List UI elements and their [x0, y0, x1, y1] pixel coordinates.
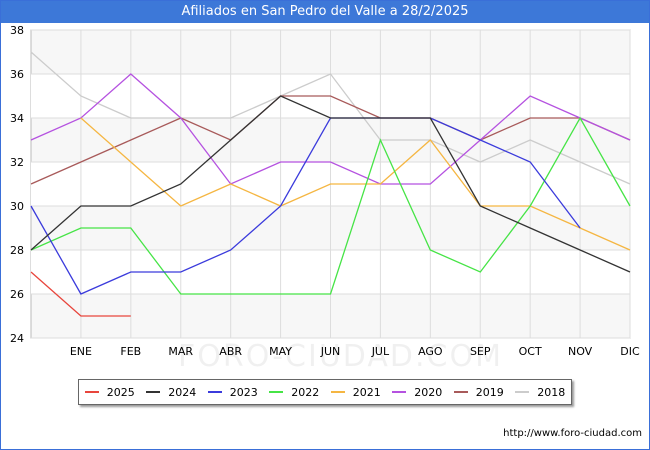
x-tick-label: ENE: [70, 345, 92, 358]
x-tick-label: MAR: [168, 345, 193, 358]
x-tick-label: NOV: [568, 345, 593, 358]
legend-label: 2021: [352, 385, 381, 399]
x-tick-label: FEB: [120, 345, 141, 358]
x-tick-label: OCT: [519, 345, 542, 358]
legend-item-2020: 2020: [392, 386, 442, 399]
legend-swatch: [207, 391, 222, 393]
chart-title: Afiliados en San Pedro del Valle a 28/2/…: [1, 1, 649, 23]
watermark: FORO-CIUDAD.COM: [178, 339, 503, 374]
y-tick-label: 30: [10, 200, 24, 213]
legend-label: 2022: [291, 385, 320, 399]
legend-swatch: [146, 391, 161, 393]
legend-item-2025: 2025: [84, 385, 135, 399]
series-lines: [30, 51, 631, 317]
series-line-2018: [30, 51, 631, 185]
x-tick-label: SEP: [470, 345, 491, 358]
x-tick-labels: ENE FEB MAR ABR MAY JUN JUL AGO SEP OCT NOV DIC: [70, 345, 640, 358]
x-tick-label: MAY: [269, 345, 292, 358]
y-tick-labels: 24 26 28 30 32 34 36 38: [10, 24, 24, 345]
series-line-2020: [30, 73, 631, 185]
legend-label: 2023: [229, 385, 258, 399]
y-tick-label: 36: [10, 68, 24, 81]
legend-label: 2024: [168, 385, 197, 399]
legend-label: 2020: [414, 385, 443, 399]
y-tick-label: 26: [10, 288, 24, 301]
y-tick-label: 34: [10, 112, 24, 125]
series-line-2022: [30, 116, 631, 295]
series-line-2019: [30, 95, 631, 185]
legend: 2025 2024 2023 2022 2021 2020 2019 2018: [78, 379, 572, 405]
legend-item-2023: 2023: [207, 385, 258, 399]
series-line-2024: [30, 95, 631, 273]
legend-item-2022: 2022: [269, 386, 319, 399]
x-tick-label: DIC: [620, 345, 640, 358]
legend-swatch: [84, 391, 99, 393]
source-url[interactable]: http://www.foro-ciudad.com: [503, 428, 642, 439]
legend-swatch: [269, 391, 284, 393]
y-tick-label: 28: [10, 244, 24, 257]
legend-swatch: [392, 391, 407, 393]
legend-item-2019: 2019: [453, 385, 504, 399]
x-tick-label: JUN: [320, 345, 341, 358]
series-line-2021: [80, 117, 631, 251]
x-tick-label: ABR: [219, 345, 242, 358]
series-line-2025: [30, 271, 131, 317]
legend-item-2024: 2024: [146, 386, 196, 399]
x-tick-label: JUL: [371, 345, 390, 358]
x-tick-label: AGO: [418, 345, 443, 358]
series-line-2023: [30, 117, 581, 295]
y-tick-label: 38: [10, 24, 24, 37]
legend-label: 2025: [106, 385, 135, 399]
legend-item-2021: 2021: [330, 385, 381, 399]
legend-item-2018: 2018: [515, 386, 565, 399]
legend-label: 2018: [537, 385, 566, 399]
legend-swatch: [453, 391, 468, 393]
legend-swatch: [515, 391, 530, 393]
legend-swatch: [330, 391, 345, 393]
legend-label: 2019: [475, 385, 504, 399]
y-tick-label: 32: [10, 156, 24, 169]
y-tick-label: 24: [10, 332, 24, 345]
